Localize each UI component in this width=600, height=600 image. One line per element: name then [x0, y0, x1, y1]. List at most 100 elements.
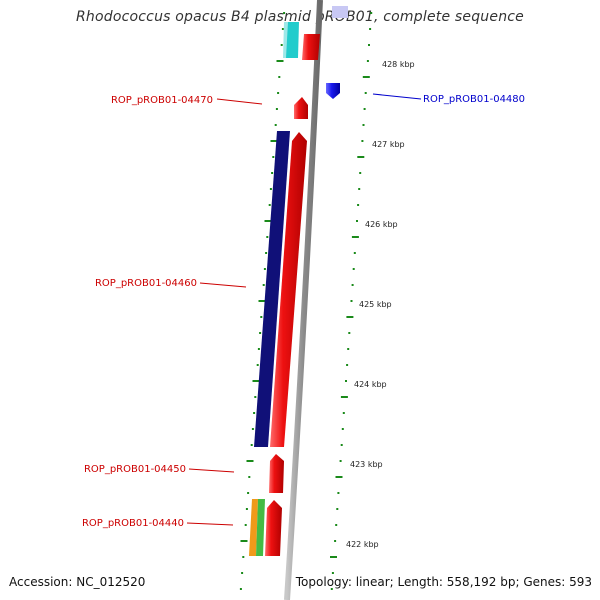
leader-04470	[216, 98, 263, 105]
minor-tick-mark	[366, 60, 369, 62]
minor-tick-mark	[348, 332, 351, 334]
topology-text: Topology: linear; Length: 558,192 bp; Ge…	[295, 575, 592, 589]
minor-tick-mark	[277, 92, 280, 94]
gene-04460-arrow	[270, 132, 307, 447]
minor-tick-mark	[368, 44, 370, 46]
scale-label-424: 424 kbp	[354, 380, 387, 389]
minor-tick-mark	[257, 348, 260, 350]
minor-tick-mark	[274, 124, 277, 126]
gene-label-04450[interactable]: ROP_pROB01-04450	[84, 464, 186, 475]
scale-label-426: 426 kbp	[365, 220, 398, 229]
minor-tick-mark	[346, 364, 349, 366]
cyan-feature-band	[285, 22, 299, 58]
minor-tick-mark	[362, 124, 365, 126]
minor-tick-mark	[266, 236, 269, 238]
minor-tick-mark	[334, 540, 337, 542]
minor-tick-mark	[331, 572, 334, 574]
minor-tick-mark	[283, 12, 286, 14]
leader-04480	[372, 93, 422, 100]
cyan-feature-shade	[283, 22, 288, 58]
gene-top-arrow	[302, 34, 320, 60]
minor-tick-mark	[352, 268, 355, 270]
minor-tick-mark	[364, 92, 367, 94]
minor-tick-mark	[253, 412, 256, 414]
minor-tick-mark	[330, 588, 333, 590]
minor-tick-mark	[358, 188, 361, 190]
minor-tick-mark	[370, 12, 373, 14]
accession-text: Accession: NC_012520	[9, 575, 146, 589]
minor-tick-mark	[339, 460, 342, 462]
minor-tick-mark	[247, 492, 250, 494]
gene-04470-arrow	[294, 97, 308, 119]
gene-04480-arrow	[326, 83, 340, 99]
major-tick-mark	[246, 460, 254, 462]
inner-tick-arc	[239, 12, 286, 590]
scale-label-423: 423 kbp	[350, 460, 383, 469]
minor-tick-mark	[335, 524, 338, 526]
major-tick-mark	[362, 76, 370, 78]
minor-tick-mark	[262, 284, 265, 286]
minor-tick-mark	[271, 172, 274, 174]
scale-label-428: 428 kbp	[382, 60, 415, 69]
navy-feature-band	[254, 131, 290, 447]
minor-tick-mark	[272, 156, 275, 158]
minor-tick-mark	[361, 140, 364, 142]
major-tick-mark	[330, 556, 337, 558]
minor-tick-mark	[278, 76, 281, 78]
major-tick-mark	[264, 220, 272, 222]
major-tick-mark	[276, 60, 284, 62]
gene-label-04440[interactable]: ROP_pROB01-04440	[82, 518, 184, 529]
minor-tick-mark	[259, 332, 262, 334]
minor-tick-mark	[350, 300, 353, 302]
lavender-feature-mark	[332, 6, 348, 18]
major-tick-mark	[252, 380, 260, 382]
major-tick-mark	[357, 156, 365, 158]
sequence-backbone	[284, 0, 323, 600]
gene-04450-arrow	[269, 454, 284, 493]
minor-tick-mark	[254, 396, 257, 398]
gene-label-04460[interactable]: ROP_pROB01-04460	[95, 278, 197, 289]
minor-tick-mark	[347, 348, 350, 350]
minor-tick-mark	[336, 508, 339, 510]
major-tick-mark	[270, 140, 278, 142]
minor-tick-mark	[275, 108, 278, 110]
minor-tick-mark	[268, 204, 271, 206]
minor-tick-mark	[341, 428, 344, 430]
minor-tick-mark	[265, 252, 268, 254]
minor-tick-mark	[351, 284, 354, 286]
minor-tick-mark	[244, 524, 247, 526]
minor-tick-mark	[363, 108, 366, 110]
minor-tick-mark	[248, 476, 251, 478]
leader-04440	[186, 522, 234, 526]
map-title: Rhodococcus opacus B4 plasmid pROB01, co…	[76, 9, 524, 25]
minor-tick-mark	[239, 588, 242, 590]
major-tick-mark	[258, 300, 266, 302]
minor-tick-mark	[340, 444, 343, 446]
gene-04440-arrow	[265, 500, 282, 556]
minor-tick-mark	[337, 492, 340, 494]
minor-tick-mark	[260, 316, 263, 318]
minor-tick-mark	[250, 444, 253, 446]
green-feature-band	[256, 499, 265, 556]
minor-tick-mark	[342, 412, 345, 414]
orange-feature-band	[249, 499, 258, 556]
leader-04460	[199, 282, 247, 288]
leader-04450	[188, 468, 235, 473]
minor-tick-mark	[245, 508, 248, 510]
minor-tick-mark	[263, 268, 266, 270]
major-tick-mark	[335, 476, 343, 478]
scale-tick-arc	[330, 12, 373, 590]
minor-tick-mark	[280, 44, 283, 46]
minor-tick-mark	[242, 556, 245, 558]
minor-tick-mark	[345, 380, 347, 382]
minor-tick-mark	[251, 428, 254, 430]
scale-label-422: 422 kbp	[346, 540, 379, 549]
minor-tick-mark	[369, 28, 372, 30]
minor-tick-mark	[357, 204, 360, 206]
gene-label-04470[interactable]: ROP_pROB01-04470	[111, 95, 213, 106]
minor-tick-mark	[269, 188, 272, 190]
gene-label-04480[interactable]: ROP_pROB01-04480	[423, 94, 525, 105]
scale-label-425: 425 kbp	[359, 300, 392, 309]
minor-tick-mark	[281, 28, 284, 30]
